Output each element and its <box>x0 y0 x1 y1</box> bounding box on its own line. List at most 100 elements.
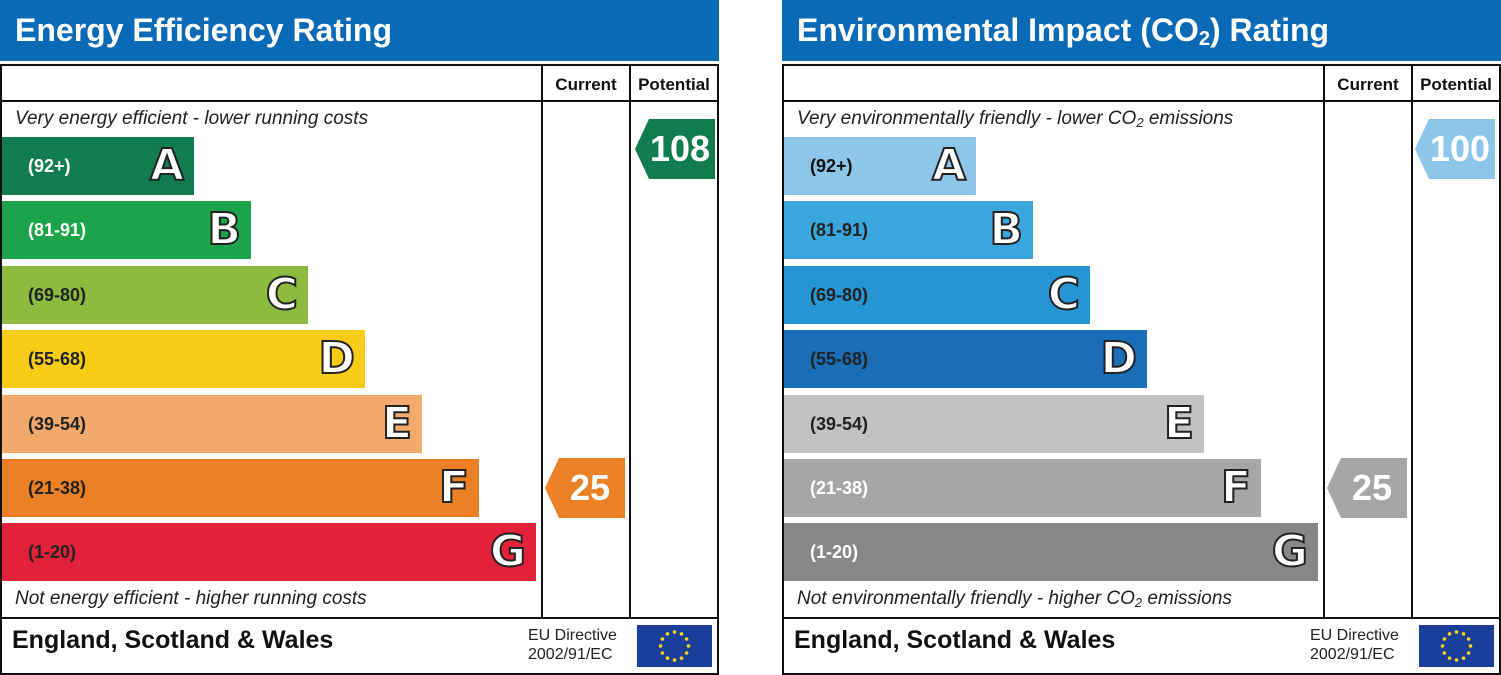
band-b: (81-91) B <box>2 201 251 260</box>
band-range-label: (21-38) <box>810 478 869 498</box>
current-rating-arrow: 25 <box>545 458 625 518</box>
eu-star <box>658 644 663 648</box>
bottom-caption: Not environmentally friendly - higher CO… <box>797 588 1232 610</box>
eu-star <box>1461 656 1466 660</box>
eu-star <box>1466 637 1471 641</box>
band-e: (39-54) E <box>784 394 1204 453</box>
column-divider <box>1323 64 1325 619</box>
band-range-label: (92+) <box>28 156 71 176</box>
band-e: (39-54) E <box>2 394 422 453</box>
header-divider <box>0 100 719 102</box>
column-divider <box>541 64 543 619</box>
footer-region: England, Scotland & Wales <box>12 626 334 654</box>
eu-directive: EU Directive 2002/91/EC <box>1310 626 1399 664</box>
title-bar: Energy Efficiency Rating <box>0 0 719 61</box>
potential-column-header: Potential <box>638 75 710 94</box>
band-letter: D <box>317 332 356 385</box>
environmental-impact-panel: Environmental Impact (CO2) Rating Curren… <box>782 0 1501 675</box>
eu-star <box>679 656 684 660</box>
eu-star <box>1468 644 1473 648</box>
eu-star <box>1447 632 1452 636</box>
band-range-label: (21-38) <box>28 478 87 498</box>
band-range-label: (39-54) <box>810 413 869 434</box>
band-range-label: (81-91) <box>28 220 87 241</box>
band-f: (21-38) F <box>2 459 479 517</box>
band-a: (92+) A <box>784 137 976 195</box>
title-bar: Environmental Impact (CO2) Rating <box>782 0 1501 61</box>
eu-directive-line: 2002/91/EC <box>528 646 613 663</box>
band-letter: A <box>149 139 185 192</box>
band-letter: C <box>1047 268 1081 321</box>
band-g: (1-20) G <box>2 523 536 582</box>
band-f: (21-38) F <box>784 459 1261 517</box>
eu-star <box>1447 656 1452 660</box>
potential-rating-value: 100 <box>1429 128 1491 169</box>
footer-divider <box>0 617 719 619</box>
band-d: (55-68) D <box>2 330 365 389</box>
eu-star <box>660 637 665 641</box>
eu-star <box>686 644 691 648</box>
eu-directive-line: EU Directive <box>528 627 617 644</box>
current-column-header: Current <box>555 75 617 94</box>
energy-efficiency-panel: Energy Efficiency Rating Current Potenti… <box>0 0 719 675</box>
band-range-label: (81-91) <box>810 220 869 241</box>
band-c: (69-80) C <box>784 265 1090 324</box>
band-range-label: (69-80) <box>28 284 87 305</box>
current-rating-value: 25 <box>569 467 611 508</box>
chart-title: Environmental Impact (CO2) Rating <box>797 12 1330 50</box>
current-rating-arrow: 25 <box>1327 458 1407 518</box>
band-letter: C <box>265 268 299 321</box>
header-divider <box>782 100 1501 102</box>
chart-title: Energy Efficiency Rating <box>15 12 392 48</box>
band-g: (1-20) G <box>784 523 1318 582</box>
band-range-label: (55-68) <box>810 349 869 370</box>
potential-rating-value: 108 <box>649 128 711 169</box>
eu-star <box>1461 632 1466 636</box>
band-b: (81-91) B <box>784 201 1033 260</box>
eu-directive-line: 2002/91/EC <box>1310 646 1395 663</box>
eu-star <box>1442 637 1447 641</box>
band-letter: G <box>489 525 527 578</box>
eu-star <box>672 658 677 662</box>
band-range-label: (92+) <box>810 156 853 176</box>
eu-star <box>679 632 684 636</box>
eu-star <box>665 656 670 660</box>
footer-region: England, Scotland & Wales <box>794 626 1116 654</box>
eu-star <box>684 651 689 655</box>
band-letter: A <box>931 139 967 192</box>
top-caption: Very environmentally friendly - lower CO… <box>797 108 1234 130</box>
column-divider <box>629 64 631 619</box>
eu-flag-icon <box>1419 625 1494 667</box>
eu-directive-line: EU Directive <box>1310 627 1399 644</box>
band-range-label: (1-20) <box>810 542 859 563</box>
band-letter: B <box>988 203 1024 256</box>
band-range-label: (39-54) <box>28 413 87 434</box>
footer-divider <box>782 617 1501 619</box>
band-letter: G <box>1271 525 1309 578</box>
band-letter: E <box>381 397 413 450</box>
band-c: (69-80) C <box>2 265 308 324</box>
eu-star <box>1440 644 1445 648</box>
band-a: (92+) A <box>2 137 194 195</box>
band-letter: D <box>1099 332 1138 385</box>
eu-star <box>1454 630 1459 634</box>
potential-rating-arrow: 100 <box>1415 119 1495 179</box>
eu-star <box>665 632 670 636</box>
band-letter: F <box>438 461 470 514</box>
column-divider <box>1411 64 1413 619</box>
current-rating-value: 25 <box>1351 467 1393 508</box>
eu-star <box>660 651 665 655</box>
eu-star <box>1442 651 1447 655</box>
eu-directive: EU Directive 2002/91/EC <box>528 626 617 664</box>
eu-star <box>672 630 677 634</box>
eu-star <box>1454 658 1459 662</box>
band-range-label: (1-20) <box>28 542 77 563</box>
eu-star <box>684 637 689 641</box>
current-column-header: Current <box>1337 75 1399 94</box>
band-range-label: (55-68) <box>28 349 87 370</box>
top-caption: Very energy efficient - lower running co… <box>15 108 369 129</box>
potential-column-header: Potential <box>1420 75 1492 94</box>
eu-star <box>1466 651 1471 655</box>
potential-rating-arrow: 108 <box>635 119 715 179</box>
band-range-label: (69-80) <box>810 284 869 305</box>
